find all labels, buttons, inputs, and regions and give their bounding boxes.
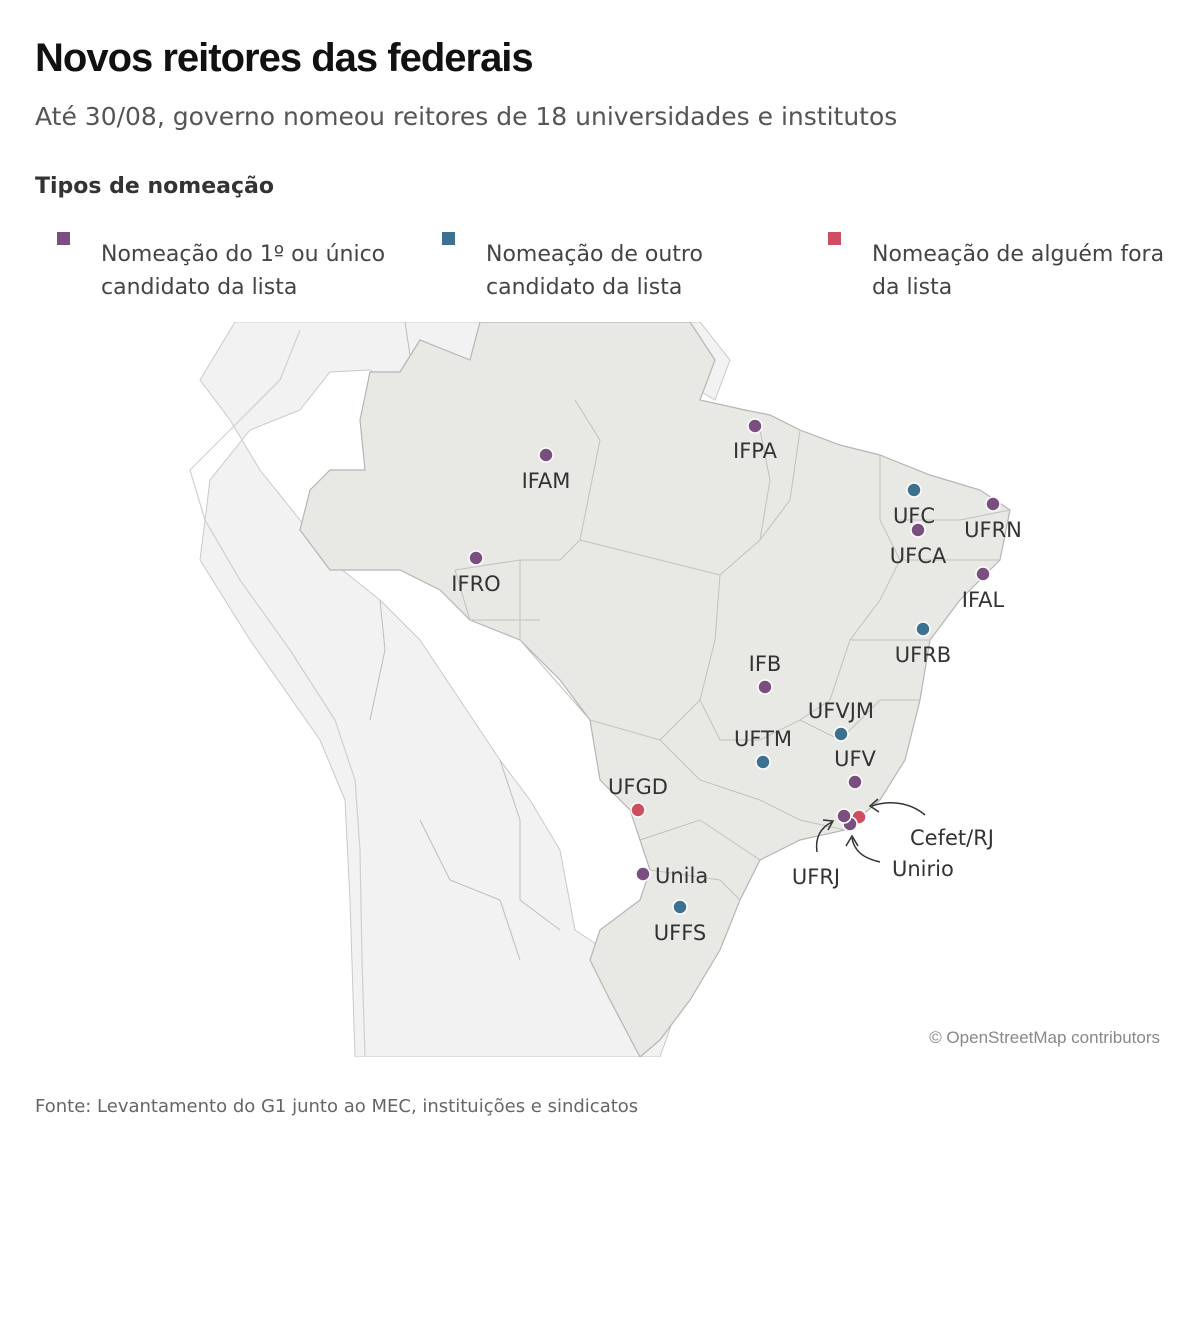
marker-ufgd[interactable] <box>630 802 646 818</box>
andes-coast <box>189 329 366 1057</box>
page-subtitle: Até 30/08, governo nomeou reitores de 18… <box>35 102 898 131</box>
legend-label: Nomeação do 1º ou único candidato da lis… <box>101 242 386 300</box>
marker-label-unila: Unila <box>655 864 708 888</box>
ufrj-arrowhead <box>822 819 835 831</box>
cefet-arrow <box>871 802 926 816</box>
map-markers: IFPAIFAMUFCUFRNUFCAIFROIFALUFRBIFBUFVJMU… <box>451 418 1022 945</box>
marker-label-ufrn: UFRN <box>964 518 1022 542</box>
legend-swatch-red <box>828 232 841 245</box>
marker-unila[interactable] <box>635 866 651 882</box>
state-borders <box>454 399 1011 901</box>
marker-ifal[interactable] <box>975 566 991 582</box>
legend-title: Tipos de nomeação <box>35 174 274 199</box>
map-basemap <box>189 322 1011 1057</box>
cefet-arrowhead <box>868 798 880 813</box>
marker-label-uffs: UFFS <box>654 921 707 945</box>
legend-label: Nomeação de outro candidato da lista <box>486 242 703 300</box>
leader-arrows <box>815 798 926 863</box>
ufrj-arrow <box>815 821 833 853</box>
marker-label-uftm: UFTM <box>734 727 792 751</box>
marker-ufc[interactable] <box>906 482 922 498</box>
marker-ufv[interactable] <box>847 774 863 790</box>
marker-label-cefet-rj: Cefet/RJ <box>910 826 994 850</box>
marker-ufrn[interactable] <box>985 496 1001 512</box>
marker-label-unirio: Unirio <box>892 857 954 881</box>
marker-label-ifal: IFAL <box>962 588 1005 612</box>
marker-label-ifro: IFRO <box>451 572 500 596</box>
marker-label-ufvjm: UFVJM <box>808 699 874 723</box>
marker-ufvjm[interactable] <box>833 726 849 742</box>
marker-ifpa[interactable] <box>747 418 763 434</box>
marker-uftm[interactable] <box>755 754 771 770</box>
unirio-arrowhead <box>845 834 859 847</box>
unirio-arrow <box>851 837 881 863</box>
marker-label-ufv: UFV <box>834 747 876 771</box>
marker-uffs[interactable] <box>672 899 688 915</box>
marker-label-ufrb: UFRB <box>895 643 951 667</box>
source-note: Fonte: Levantamento do G1 junto ao MEC, … <box>35 1096 639 1117</box>
map-credit: © OpenStreetMap contributors <box>929 1028 1160 1047</box>
marker-label-ufgd: UFGD <box>608 775 668 799</box>
marker-label-ufrj: UFRJ <box>792 865 840 889</box>
marker-label-ifpa: IFPA <box>733 439 778 463</box>
legend-swatch-purple <box>57 232 70 245</box>
legend-swatch-blue <box>442 232 455 245</box>
marker-ifb[interactable] <box>757 679 773 695</box>
page-title: Novos reitores das federais <box>35 36 534 80</box>
marker-ufrj[interactable] <box>836 808 852 824</box>
marker-ufca[interactable] <box>910 522 926 538</box>
marker-ifam[interactable] <box>538 447 554 463</box>
marker-ifro[interactable] <box>468 550 484 566</box>
marker-label-ifam: IFAM <box>522 469 571 493</box>
marker-ufrb[interactable] <box>915 621 931 637</box>
legend-label: Nomeação de alguém fora da lista <box>872 242 1165 300</box>
marker-label-ifb: IFB <box>749 652 782 676</box>
marker-label-ufca: UFCA <box>890 544 947 568</box>
